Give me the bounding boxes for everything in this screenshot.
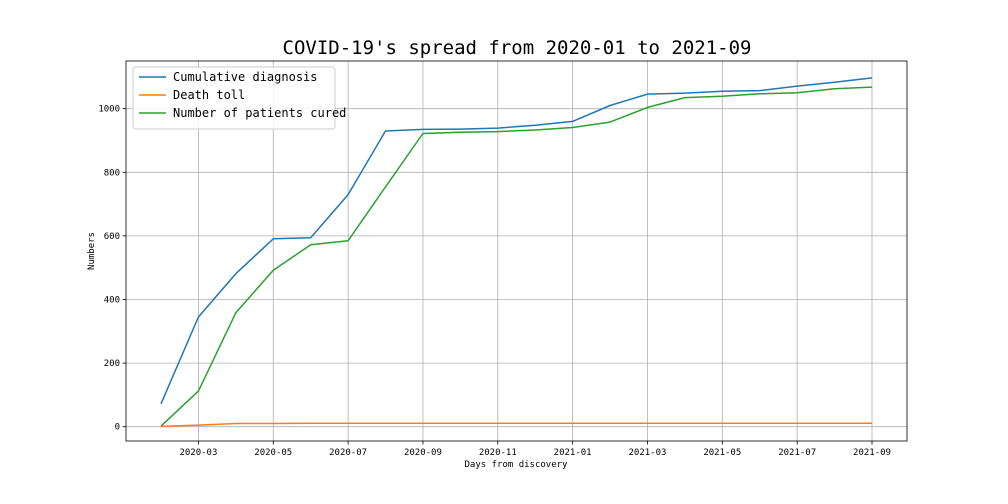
grid: [126, 61, 907, 441]
x-tick-label: 2020-09: [404, 448, 442, 458]
x-tick-label: 2021-01: [554, 448, 592, 458]
y-tick-label: 600: [104, 232, 120, 242]
x-tick-label: 2020-03: [179, 448, 217, 458]
series-line-1: [160, 77, 873, 405]
legend-label: Number of patients cured: [173, 106, 346, 120]
series-lines: [160, 77, 873, 428]
series-line-2: [160, 422, 872, 428]
legend-box: [132, 66, 336, 130]
y-axis-label: Numbers: [87, 232, 97, 270]
y-ticks: 0 200 400 600 800 1000: [98, 105, 126, 433]
x-tick-label: 2020-07: [329, 448, 367, 458]
x-ticks: 2020-03 2020-05 2020-07 2020-09 2020-11 2021-…: [179, 441, 891, 458]
legend: Cumulative diagnosis Death toll Number of …: [132, 66, 346, 130]
chart-title: COVID-19's spread from 2020-01 to 2021-0…: [283, 37, 752, 59]
x-tick-label: 2021-05: [703, 448, 741, 458]
y-tick-label: 800: [104, 168, 120, 178]
y-tick-label: 400: [104, 295, 120, 305]
x-tick-label: 2021-07: [778, 448, 816, 458]
y-tick-label: 1000: [98, 105, 120, 115]
x-tick-label: 2021-09: [853, 448, 891, 458]
legend-label: Cumulative diagnosis: [173, 70, 318, 84]
x-tick-label: 2021-03: [629, 448, 667, 458]
x-axis-label: Days from discovery: [465, 460, 569, 470]
x-tick-label: 2020-11: [479, 448, 517, 458]
plot-frame: [125, 60, 908, 442]
x-tick-label: 2020-05: [254, 448, 292, 458]
series-line-3: [160, 86, 873, 427]
y-tick-label: 0: [115, 423, 120, 433]
y-tick-label: 200: [104, 359, 120, 369]
legend-label: Death toll: [173, 88, 245, 102]
